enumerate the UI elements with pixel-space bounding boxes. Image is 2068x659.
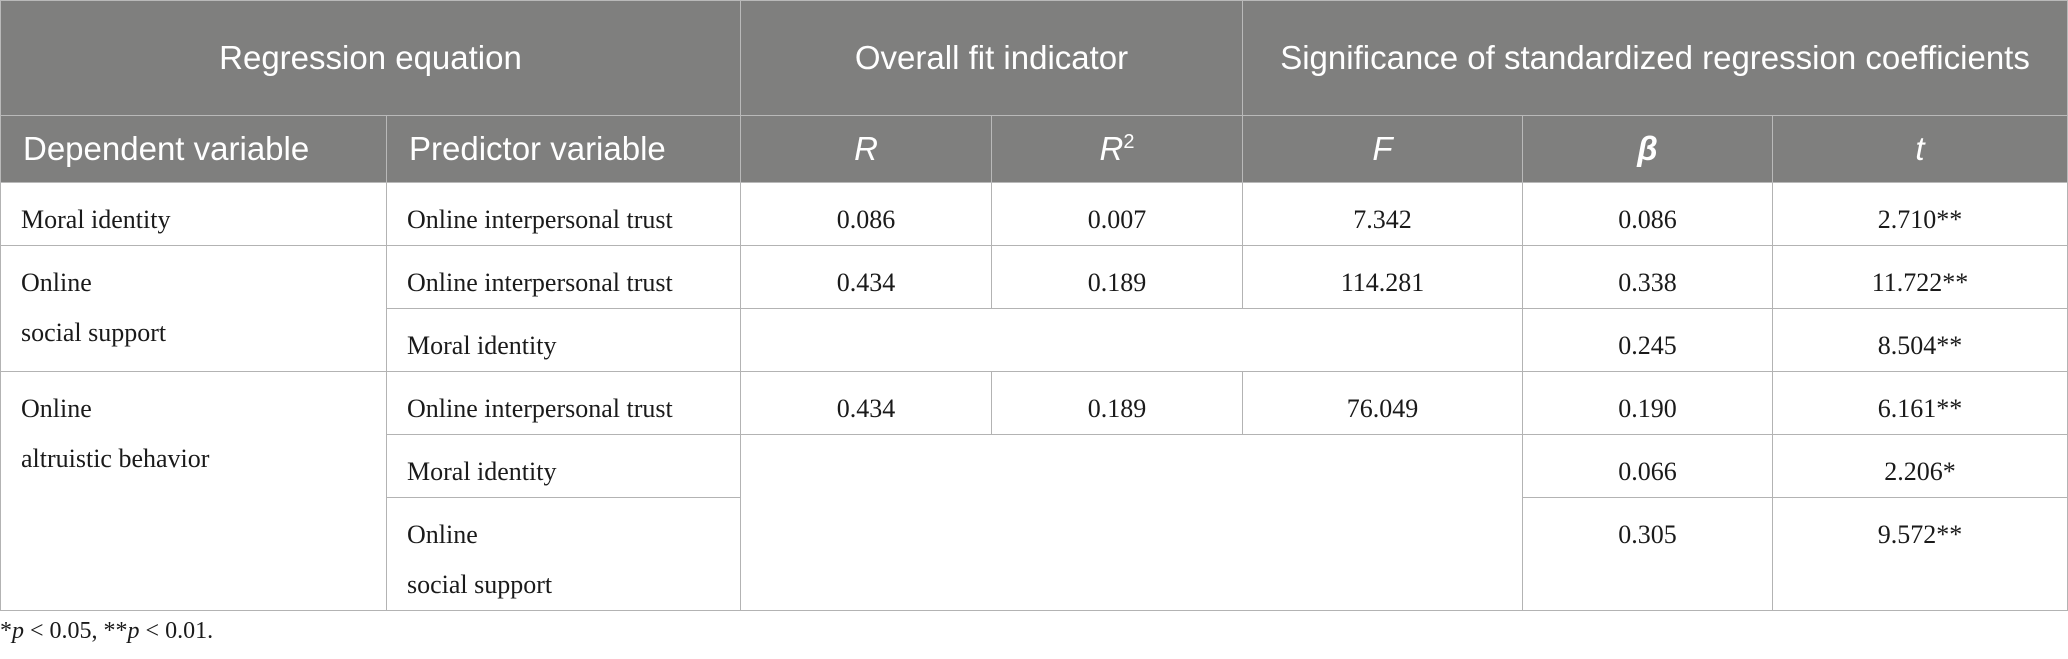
r2-cell: 0.007 [990, 182, 1244, 246]
predictor-cell: Moral identity [386, 308, 741, 372]
group-header-significance: Significance of standardized regression … [1242, 0, 2068, 116]
r-cell: 0.434 [740, 371, 992, 435]
f-cell: 7.342 [1242, 182, 1524, 246]
t-cell: 2.206* [1772, 434, 2068, 498]
predictor-cell: Online interpersonal trust [386, 245, 741, 309]
column-header-f: F [1242, 115, 1524, 183]
beta-symbol: β [1637, 130, 1658, 167]
t-cell: 9.572** [1772, 497, 2068, 611]
beta-cell: 0.245 [1522, 308, 1774, 372]
column-header-r: R [740, 115, 992, 183]
dependent-cell: Online social support [0, 245, 387, 372]
dependent-line: social support [21, 318, 167, 347]
regression-table: Regression equation Overall fit indicato… [0, 0, 2068, 611]
r2-symbol: R [1099, 130, 1124, 167]
column-header-t: t [1772, 115, 2068, 183]
f-cell: 114.281 [1242, 245, 1524, 309]
table-row: Online social support 0.305 9.572** [1, 497, 2068, 611]
footnote-threshold-1: < 0.05, ** [24, 618, 128, 644]
group-header-row: Regression equation Overall fit indicato… [0, 0, 2068, 116]
r2-superscript: 2 [1123, 131, 1135, 153]
group-header-regression-equation: Regression equation [0, 0, 741, 116]
column-header-row: Dependent variable Predictor variable R … [0, 115, 2068, 183]
t-cell: 2.710** [1772, 182, 2068, 246]
t-cell: 8.504** [1772, 308, 2068, 372]
r-cell: 0.434 [740, 245, 992, 309]
table-footnote: *p < 0.05, **p < 0.01. [0, 618, 213, 645]
footnote-p-symbol: p [12, 618, 24, 644]
table-row: Online altruistic behavior Online interp… [0, 371, 2068, 611]
predictor-cell: Online interpersonal trust [386, 371, 741, 435]
dependent-cell: Moral identity [0, 182, 387, 246]
f-cell: 76.049 [1242, 371, 1524, 435]
beta-cell: 0.338 [1522, 245, 1774, 309]
dependent-line: altruistic behavior [21, 444, 210, 473]
column-header-dependent: Dependent variable [0, 115, 387, 183]
footnote-threshold-2: < 0.01. [139, 618, 214, 644]
beta-cell: 0.305 [1522, 497, 1774, 611]
r2-cell: 0.189 [990, 371, 1244, 435]
table-row: Moral identity Online interpersonal trus… [0, 182, 2068, 246]
predictor-line: social support [407, 570, 553, 599]
t-cell: 6.161** [1772, 371, 2068, 435]
empty-fit-cell [739, 434, 1524, 611]
dependent-cell: Online altruistic behavior [0, 371, 387, 611]
predictor-cell: Online social support [386, 497, 741, 611]
f-symbol: F [1372, 130, 1393, 167]
footnote-star: * [0, 618, 12, 644]
beta-cell: 0.086 [1522, 182, 1774, 246]
empty-fit-cell [739, 308, 1524, 372]
predictor-line: Online [407, 520, 478, 549]
footnote-p-symbol: p [127, 618, 140, 644]
regression-table-container: Regression equation Overall fit indicato… [0, 0, 2068, 611]
column-header-r-squared: R2 [990, 115, 1244, 183]
dependent-line: Online [21, 394, 92, 423]
beta-cell: 0.190 [1522, 371, 1774, 435]
beta-cell: 0.066 [1522, 434, 1774, 498]
predictor-cell: Moral identity [386, 434, 741, 498]
column-header-beta: β [1522, 115, 1774, 183]
t-cell: 11.722** [1772, 245, 2068, 309]
r-symbol: R [854, 130, 878, 167]
t-symbol: t [1915, 130, 1925, 167]
table-row: Moral identity 0.066 2.206* [1, 434, 2068, 611]
column-header-predictor: Predictor variable [386, 115, 741, 183]
r2-cell: 0.189 [990, 245, 1244, 309]
dependent-line: Online [21, 268, 92, 297]
r-cell: 0.086 [740, 182, 992, 246]
group-header-overall-fit: Overall fit indicator [739, 0, 1244, 116]
predictor-cell: Online interpersonal trust [386, 182, 741, 246]
table-row: Online social support Online interperson… [0, 245, 2068, 372]
